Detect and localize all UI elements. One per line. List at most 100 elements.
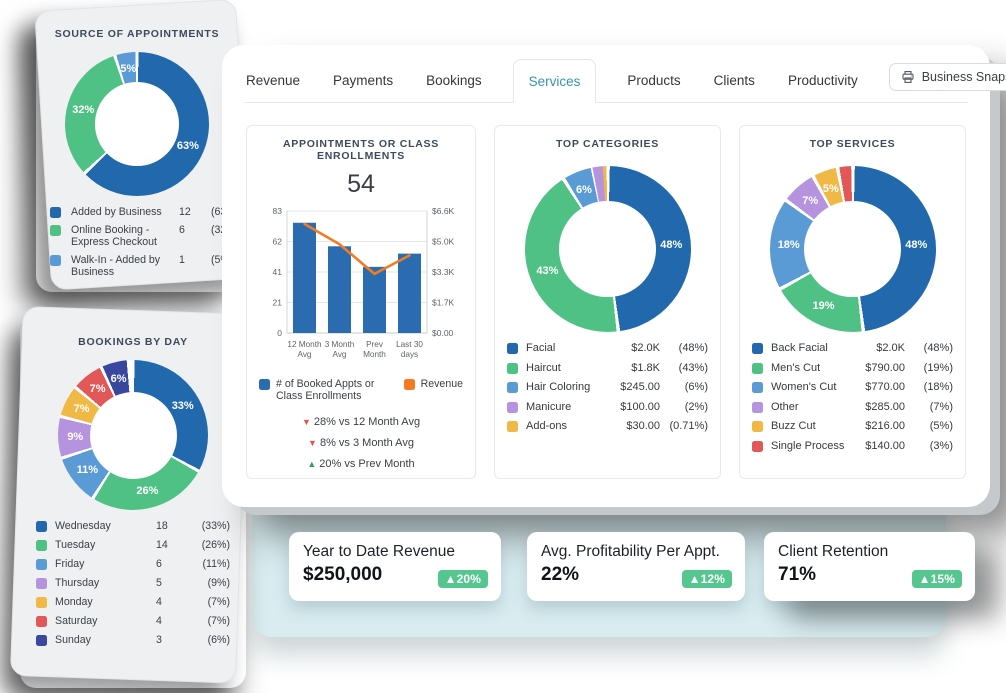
bookings-by-day-card: BOOKINGS BY DAY 33% 26% 11% 9% 7% 7% 6% Wednes… — [20, 318, 246, 688]
source-of-appointments-card: SOURCE OF APPOINTMENTS 63% 32% 5% Added by… — [36, 12, 239, 292]
growth-badge: ▲20% — [437, 570, 488, 588]
tab-payments[interactable]: Payments — [331, 59, 395, 102]
donut-percentage-label: 18% — [777, 238, 800, 251]
legend-label: Buzz Cut — [771, 420, 816, 432]
growth-badge: ▲15% — [911, 570, 962, 588]
legend-percent: (3%) — [929, 439, 953, 452]
legend-row: Women's Cut $770.00 (18%) — [752, 381, 953, 393]
legend-swatch — [507, 362, 518, 374]
legend-row: Single Process $140.00 (3%) — [752, 440, 953, 452]
legend-swatch — [752, 362, 763, 374]
legend-row: Monday 4 (7%) — [36, 596, 230, 608]
legend-label: Thursday — [55, 577, 100, 589]
legend-label: Added by Business — [71, 206, 162, 218]
bookings-card-title: BOOKINGS BY DAY — [78, 336, 188, 348]
donut-percentage-label: 19% — [812, 299, 835, 312]
svg-text:$5.0K: $5.0K — [432, 237, 455, 247]
legend-label: Friday — [55, 558, 85, 570]
legend-count: 4 — [156, 596, 162, 608]
legend-row: Sunday 3 (6%) — [36, 634, 230, 646]
legend-row: Online Booking - Express Checkout 6 (32%… — [50, 224, 239, 248]
stat-label: Avg. Profitability Per Appt. — [541, 543, 720, 560]
bar-chart-legend: # of Booked Appts or Class Enrollments R… — [259, 378, 463, 402]
legend-percent: (9%) — [207, 577, 230, 589]
legend-row: Added by Business 12 (63%) — [50, 206, 239, 218]
legend-label: Single Process — [771, 439, 845, 452]
svg-text:83: 83 — [273, 206, 283, 216]
down-triangle-icon: ▼ — [301, 417, 311, 427]
legend-swatch — [50, 207, 61, 218]
donut-percentage-label: 7% — [802, 195, 819, 208]
tab-revenue[interactable]: Revenue — [244, 59, 302, 102]
up-triangle-icon: ▲ — [307, 459, 317, 469]
pdf-icon — [902, 71, 914, 83]
svg-text:$1.7K: $1.7K — [432, 298, 455, 308]
legend-label: # of Booked Appts or Class Enrollments — [276, 378, 375, 402]
top-categories-donut-chart: 48% 43% 6% — [524, 166, 691, 332]
legend-swatch — [752, 421, 763, 432]
tab-clients[interactable]: Clients — [712, 59, 757, 102]
donut-percentage-label: 7% — [89, 383, 106, 396]
down-triangle-icon: ▼ — [308, 438, 317, 448]
legend-count: 12 — [179, 206, 191, 218]
panel-title: APPOINTMENTS OR CLASS ENROLLMENTS — [282, 138, 440, 162]
legend-percent: (26%) — [201, 539, 230, 551]
legend-label: Sunday — [55, 634, 91, 646]
delta-vs-3-month-avg: ▼ 8% vs 3 Month Avg — [308, 437, 414, 449]
growth-badge: ▲12% — [681, 570, 732, 588]
legend-label: Women's Cut — [771, 381, 837, 393]
legend-label: Haircut — [526, 361, 561, 374]
comparison-deltas: ▼ 28% vs 12 Month Avg ▼ 8% vs 3 Month Avg … — [259, 416, 463, 470]
legend-swatch — [36, 559, 47, 570]
legend-row: Saturday 4 (7%) — [36, 615, 230, 627]
donut-percentage-label: 63% — [176, 140, 199, 153]
main-dashboard-card: Revenue Payments Bookings Services Produ… — [222, 45, 1006, 507]
legend-swatch — [752, 382, 763, 393]
top-services-legend: Back Facial $2.0K (48%) Men's Cut $790.0… — [752, 342, 953, 452]
report-tabbar: Revenue Payments Bookings Services Produ… — [244, 59, 1006, 103]
legend-swatch — [507, 401, 518, 413]
donut-percentage-label: 5% — [120, 63, 137, 76]
tab-services[interactable]: Services — [512, 59, 597, 103]
svg-text:days: days — [401, 350, 418, 359]
legend-count: 1 — [179, 254, 185, 266]
legend-label: Men's Cut — [771, 361, 821, 374]
legend-row: Buzz Cut $216.00 (5%) — [752, 420, 953, 432]
svg-text:41: 41 — [273, 267, 283, 277]
donut-percentage-label: 48% — [905, 238, 928, 251]
legend-swatch — [752, 343, 763, 354]
legend-row: Manicure $100.00 (2%) — [507, 401, 708, 413]
legend-row: Other $285.00 (7%) — [752, 401, 953, 413]
tab-productivity[interactable]: Productivity — [786, 59, 860, 102]
legend-label: Walk-In - Added by Business — [71, 254, 161, 278]
donut-percentage-label: 33% — [171, 399, 194, 412]
donut-percentage-label: 6% — [110, 373, 127, 386]
legend-row: Wednesday 18 (33%) — [36, 520, 230, 532]
top-categories-legend: Facial $2.0K (48%) Haircut $1.8K (43%) H… — [507, 342, 708, 432]
legend-count: 3 — [156, 634, 162, 646]
legend-amount: $140.00 — [865, 439, 905, 452]
top-services-donut-chart: 48% 19% 18% 7% 5% — [769, 166, 936, 332]
legend-amount: $30.00 — [626, 420, 660, 432]
legend-row: Tuesday 14 (26%) — [36, 539, 230, 551]
legend-amount: $1.8K — [631, 361, 660, 374]
delta-text: 28% vs 12 Month Avg — [313, 416, 421, 428]
source-legend: Added by Business 12 (63%) Online Bookin… — [50, 206, 239, 278]
stat-label: Year to Date Revenue — [303, 543, 455, 560]
tab-bookings[interactable]: Bookings — [424, 59, 484, 102]
tab-products[interactable]: Products — [625, 59, 682, 102]
legend-percent: (7%) — [929, 400, 953, 413]
legend-amount: $216.00 — [865, 420, 905, 432]
business-snapshot-pdf-button[interactable]: Business Snapshot PDF — [888, 63, 1006, 91]
legend-item: Revenue — [403, 378, 463, 402]
svg-text:0: 0 — [277, 328, 282, 338]
report-panels: APPOINTMENTS OR CLASS ENROLLMENTS 54 83 $… — [246, 125, 966, 479]
legend-swatch — [36, 635, 47, 646]
legend-amount: $2.0K — [876, 342, 905, 354]
legend-swatch — [36, 540, 47, 551]
legend-count: 18 — [156, 520, 168, 532]
legend-swatch — [752, 401, 763, 413]
legend-row: Men's Cut $790.00 (19%) — [752, 362, 953, 374]
delta-text: 20% vs Prev Month — [319, 458, 415, 470]
